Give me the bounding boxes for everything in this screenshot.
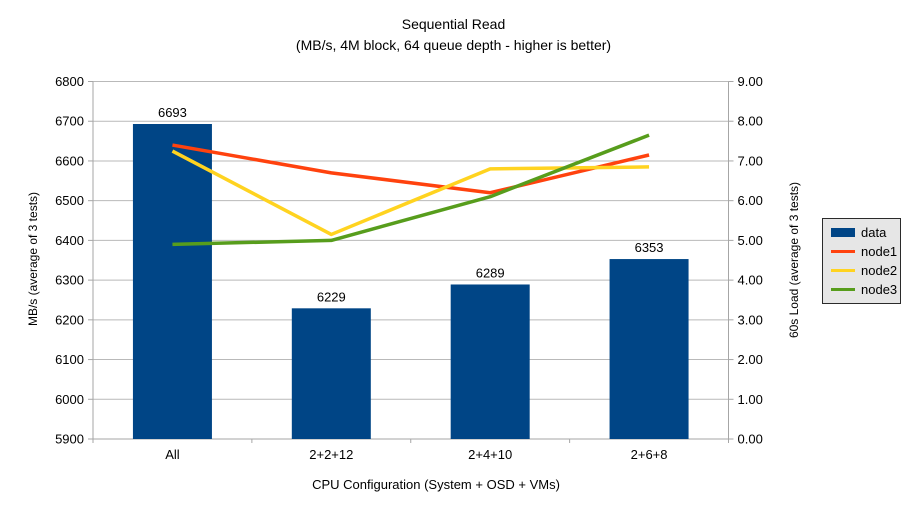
- right-tick-label: 2.00: [738, 352, 763, 367]
- legend-line-swatch-icon: [831, 268, 855, 273]
- line-series-node1: [172, 143, 650, 195]
- left-tick-label: 5900: [55, 432, 84, 447]
- right-tick-label: 8.00: [738, 114, 763, 129]
- legend-label: data: [861, 225, 887, 240]
- bar: [609, 259, 689, 439]
- right-tick-label: 9.00: [738, 74, 763, 89]
- legend-label: node3: [861, 282, 898, 297]
- left-tick-label: 6400: [55, 233, 84, 248]
- legend-item-node3: node3: [823, 280, 900, 299]
- right-tick-label: 5.00: [738, 233, 763, 248]
- x-axis-title: CPU Configuration (System + OSD + VMs): [312, 477, 560, 492]
- chart-subtitle: (MB/s, 4M block, 64 queue depth - higher…: [295, 37, 612, 53]
- right-tick-label: 3.00: [738, 312, 763, 327]
- bar: [132, 124, 212, 439]
- left-tick-label: 6600: [55, 153, 84, 168]
- category-label: 2+6+8: [631, 447, 668, 462]
- bar: [291, 308, 371, 439]
- right-tick-label: 6.00: [738, 193, 763, 208]
- bar-data-label: 6229: [317, 289, 346, 304]
- right-tick-label: 7.00: [738, 153, 763, 168]
- legend-bar-swatch-icon: [831, 228, 855, 237]
- left-tick-label: 6300: [55, 273, 84, 288]
- category-label: All: [165, 447, 180, 462]
- left-tick-label: 6200: [55, 312, 84, 327]
- right-tick-label: 0.00: [738, 432, 763, 447]
- right-axis-title: 60s Load (average of 3 tests): [787, 181, 801, 339]
- legend-item-data: data: [823, 223, 900, 242]
- left-tick-label: 6800: [55, 74, 84, 89]
- left-tick-label: 6500: [55, 193, 84, 208]
- bar-data-label: 6693: [158, 105, 187, 120]
- legend-line-swatch-icon: [831, 249, 855, 254]
- chart-title: Sequential Read: [401, 16, 506, 32]
- legend-label: node1: [861, 244, 898, 259]
- line-series-node3: [172, 133, 650, 247]
- category-label: 2+4+10: [468, 447, 512, 462]
- left-tick-label: 6700: [55, 114, 84, 129]
- legend-line-swatch-icon: [831, 287, 855, 292]
- legend: data node1 node2 node3: [822, 218, 901, 304]
- legend-item-node2: node2: [823, 261, 900, 280]
- legend-label: node2: [861, 263, 898, 278]
- legend-item-node1: node1: [823, 242, 900, 261]
- left-tick-label: 6100: [55, 352, 84, 367]
- category-label: 2+2+12: [309, 447, 353, 462]
- right-tick-label: 4.00: [738, 273, 763, 288]
- left-axis-title: MB/s (average of 3 tests): [26, 191, 40, 327]
- bar-data-label: 6289: [476, 265, 505, 280]
- left-tick-label: 6000: [55, 392, 84, 407]
- bar: [450, 284, 530, 439]
- right-tick-label: 1.00: [738, 392, 763, 407]
- bar-data-label: 6353: [635, 240, 664, 255]
- line-series-node2: [171, 149, 650, 237]
